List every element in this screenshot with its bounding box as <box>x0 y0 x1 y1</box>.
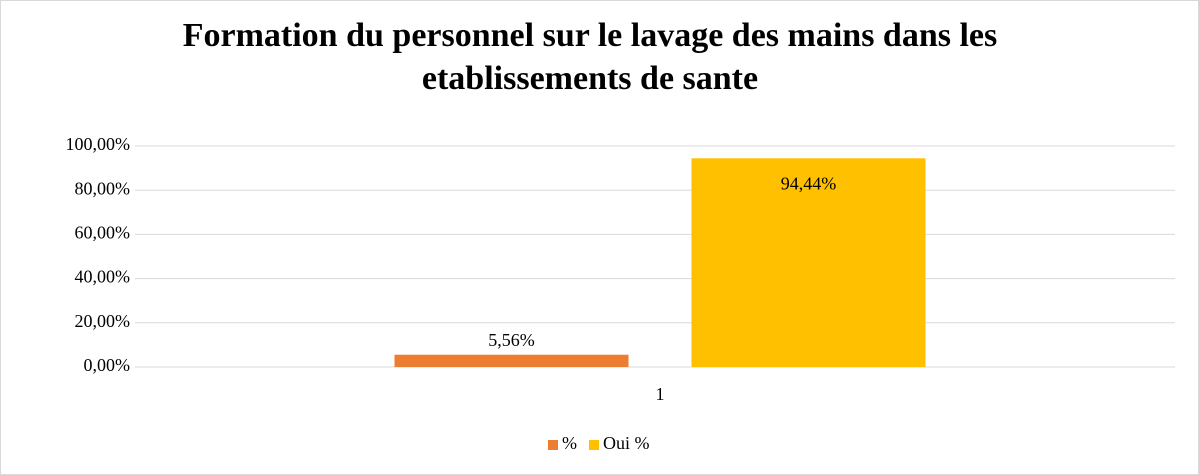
legend-swatch <box>589 440 599 450</box>
y-tick-label: 80,00% <box>75 178 131 198</box>
y-tick-label: 100,00% <box>66 134 131 154</box>
x-tick-label: 1 <box>656 384 665 404</box>
chart-title: Formation du personnel sur le lavage des… <box>182 17 998 97</box>
data-label: 94,44% <box>781 173 837 193</box>
y-tick-label: 20,00% <box>75 311 131 331</box>
legend-label: % <box>562 433 577 453</box>
y-tick-label: 60,00% <box>75 223 131 243</box>
legend-label: Oui % <box>603 433 650 453</box>
bar <box>394 354 629 367</box>
data-label: 5,56% <box>488 330 535 350</box>
y-tick-label: 40,00% <box>75 267 131 287</box>
legend-swatch <box>548 440 558 450</box>
y-tick-label: 0,00% <box>84 355 131 375</box>
bar <box>691 158 926 367</box>
